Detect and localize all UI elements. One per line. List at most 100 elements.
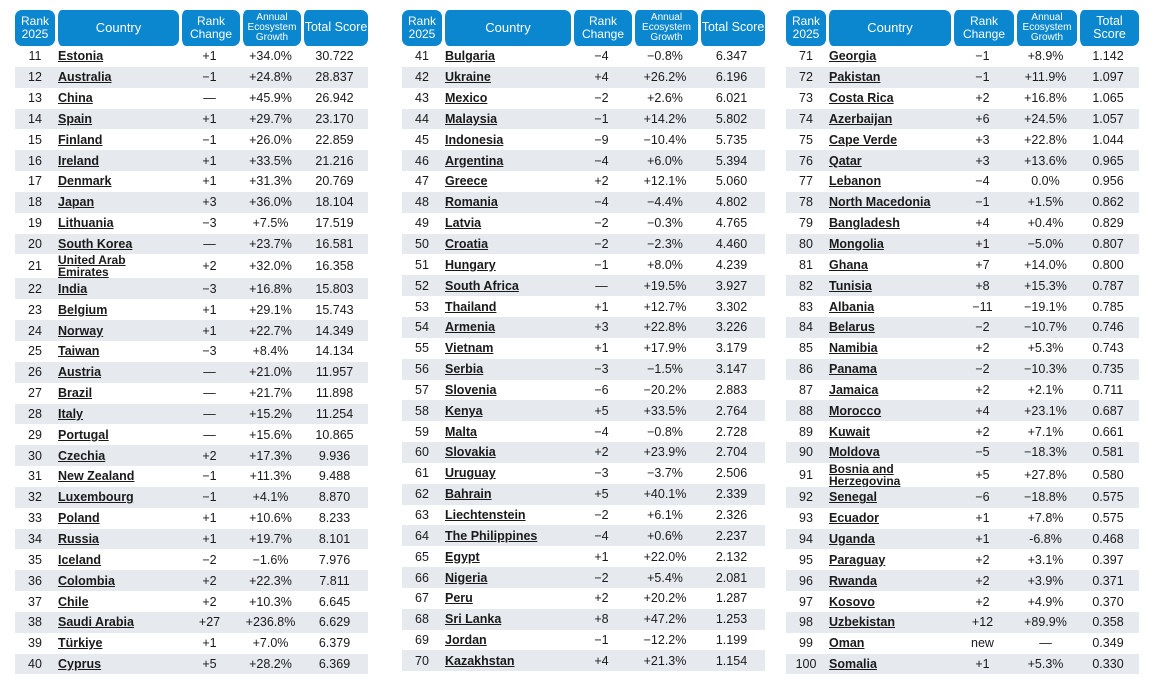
country-cell[interactable]: Kenya: [442, 400, 571, 422]
country-cell[interactable]: Chile: [58, 594, 89, 609]
country-cell[interactable]: Taiwan: [58, 344, 100, 359]
total-score-cell: 0.371: [1077, 570, 1139, 592]
country-cell[interactable]: South Korea: [55, 233, 179, 255]
country-cell[interactable]: Croatia: [442, 233, 571, 255]
country-cell[interactable]: Serbia: [442, 358, 571, 380]
country-cell[interactable]: Luxembourg: [55, 486, 179, 508]
rank-change-cell: −4: [975, 174, 990, 189]
country-cell[interactable]: Latvia: [445, 216, 482, 231]
country-cell[interactable]: Italy: [55, 403, 179, 425]
country-cell[interactable]: Mongolia: [826, 233, 951, 255]
country-cell[interactable]: Malaysia: [442, 108, 571, 130]
country-cell[interactable]: Somalia: [826, 653, 951, 675]
country-cell[interactable]: Slovakia: [442, 442, 571, 463]
country-cell[interactable]: Poland: [58, 511, 100, 526]
country-cell[interactable]: Belarus: [826, 316, 951, 338]
country-cell[interactable]: Azerbaijan: [826, 108, 951, 130]
country-cell[interactable]: Uganda: [826, 528, 951, 550]
country-cell[interactable]: Albania: [829, 299, 875, 314]
country-cell[interactable]: Kosovo: [829, 594, 875, 609]
country-cell[interactable]: Russia: [55, 528, 179, 550]
country-cell[interactable]: Malta: [445, 424, 477, 439]
country-cell[interactable]: Bulgaria: [445, 49, 496, 64]
country-cell[interactable]: Egypt: [445, 549, 480, 564]
country-cell[interactable]: Thailand: [445, 299, 497, 314]
country-cell[interactable]: Iceland: [58, 552, 102, 567]
country-cell[interactable]: Portugal: [58, 427, 109, 442]
country-cell[interactable]: Sri Lanka: [442, 608, 571, 630]
country-cell[interactable]: Uzbekistan: [826, 611, 951, 633]
country-cell[interactable]: Denmark: [58, 174, 112, 189]
country-cell[interactable]: China: [58, 91, 93, 106]
country-cell[interactable]: Ukraine: [442, 66, 571, 88]
country-cell[interactable]: Panama: [826, 358, 951, 380]
country-cell[interactable]: Morocco: [826, 400, 951, 422]
country-cell[interactable]: United Arab Emirates: [58, 254, 126, 279]
country-cell[interactable]: Vietnam: [445, 341, 494, 356]
country-cell[interactable]: Türkiye: [58, 636, 103, 651]
country-cell[interactable]: Liechtenstein: [445, 507, 526, 522]
country-cell[interactable]: Lebanon: [829, 174, 882, 189]
country-cell[interactable]: Estonia: [58, 49, 104, 64]
country-cell[interactable]: The Philippines: [442, 525, 571, 547]
country-cell[interactable]: Tunisia: [826, 275, 951, 297]
country-cell[interactable]: India: [55, 278, 179, 300]
rank-cell: 62: [402, 483, 442, 505]
country-cell[interactable]: Colombia: [55, 570, 179, 592]
table-row: 92 Senegal −6 −18.8% 0.575: [786, 486, 1139, 508]
growth-cell: +3.9%: [1014, 570, 1077, 592]
country-cell[interactable]: New Zealand: [58, 469, 135, 484]
country-cell[interactable]: Pakistan: [826, 66, 951, 88]
country-cell[interactable]: Cyprus: [55, 653, 179, 675]
country-cell[interactable]: Armenia: [442, 316, 571, 338]
country-cell[interactable]: Nigeria: [442, 567, 571, 588]
country-cell[interactable]: Ireland: [55, 150, 179, 172]
country-cell[interactable]: Costa Rica: [829, 91, 894, 106]
country-cell[interactable]: Finland: [58, 132, 103, 147]
country-cell[interactable]: Moldova: [826, 442, 951, 463]
country-cell[interactable]: Lithuania: [58, 216, 114, 231]
country-cell[interactable]: South Africa: [442, 275, 571, 297]
country-cell[interactable]: Georgia: [829, 49, 877, 64]
country-cell[interactable]: Ecuador: [829, 511, 880, 526]
country-cell[interactable]: Ghana: [829, 257, 868, 272]
country-cell[interactable]: Rwanda: [826, 570, 951, 592]
country-cell[interactable]: Norway: [55, 320, 179, 341]
country-cell[interactable]: Oman: [829, 636, 865, 651]
country-cell[interactable]: Hungary: [445, 257, 496, 272]
country-cell[interactable]: Greece: [445, 174, 488, 189]
total-score-cell: 0.787: [1077, 275, 1139, 297]
country-cell[interactable]: Bosnia and Herzegovina: [829, 462, 901, 487]
country-cell[interactable]: Jordan: [445, 633, 487, 648]
growth-cell: —: [1039, 636, 1052, 651]
country-cell[interactable]: Kuwait: [829, 424, 870, 439]
country-cell[interactable]: Paraguay: [829, 552, 886, 567]
country-cell[interactable]: Jamaica: [829, 382, 879, 397]
country-cell[interactable]: Romania: [442, 191, 571, 213]
country-cell[interactable]: Austria: [55, 361, 179, 383]
country-cell[interactable]: Japan: [55, 191, 179, 213]
country-cell[interactable]: Mexico: [445, 91, 488, 106]
country-cell[interactable]: Bahrain: [442, 483, 571, 505]
country-cell[interactable]: Qatar: [826, 150, 951, 172]
country-cell[interactable]: Bangladesh: [829, 216, 900, 231]
country-cell[interactable]: Cape Verde: [829, 132, 898, 147]
country-cell[interactable]: Peru: [445, 591, 473, 606]
country-cell[interactable]: Uruguay: [445, 466, 496, 481]
country-cell[interactable]: Brazil: [58, 386, 93, 401]
country-cell[interactable]: Namibia: [829, 341, 878, 356]
country-cell[interactable]: Belgium: [58, 302, 108, 317]
country-cell[interactable]: North Macedonia: [826, 191, 951, 213]
country-cell[interactable]: Kazakhstan: [442, 650, 571, 672]
country-cell[interactable]: Slovenia: [445, 382, 497, 397]
rank-cell: 61: [415, 466, 429, 481]
country-cell[interactable]: Australia: [55, 66, 179, 88]
ranking-table: Rank 2025 Country Rank Change Annual Ecosys…: [15, 10, 368, 675]
country-cell[interactable]: Argentina: [442, 150, 571, 172]
country-cell[interactable]: Spain: [55, 108, 179, 130]
country-cell[interactable]: Indonesia: [445, 132, 504, 147]
country-cell[interactable]: Czechia: [55, 445, 179, 467]
country-cell[interactable]: Saudi Arabia: [55, 611, 179, 633]
country-cell[interactable]: Senegal: [826, 486, 951, 508]
rank-change-cell: −3: [179, 278, 240, 300]
